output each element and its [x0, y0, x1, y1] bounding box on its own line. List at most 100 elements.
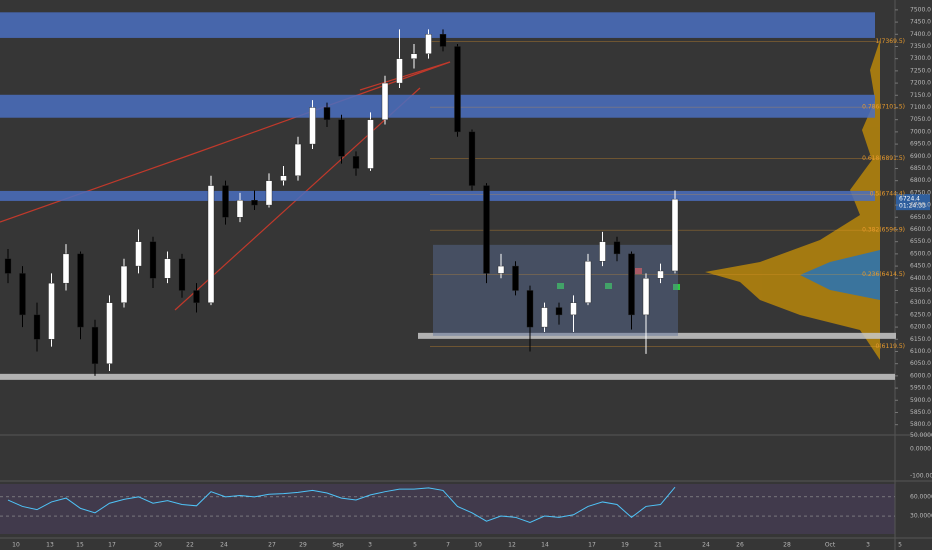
candle-body: [671, 198, 679, 272]
candle-body: [135, 241, 142, 267]
zone: [0, 94, 875, 118]
last-price-tag: 6724.401:24:33: [896, 194, 930, 211]
candle-body: [193, 290, 200, 303]
y-tick-label: 6800.0: [910, 177, 931, 184]
y-tick-label: 6550.0: [910, 238, 931, 245]
y-tick-label: 6050.0: [910, 360, 931, 367]
y-tick-label: 5950.0: [910, 385, 931, 392]
candle-body: [48, 282, 55, 340]
x-tick-label: 3: [368, 542, 372, 549]
candle-body: [77, 253, 84, 328]
candle-body: [483, 185, 490, 274]
y-tick-label: 6700.0: [910, 202, 931, 209]
candle-body: [207, 185, 215, 303]
y-tick-label: 6400.0: [910, 275, 931, 282]
fib-label: 0(6119.5): [876, 343, 906, 350]
sell-marker: [635, 268, 642, 274]
x-tick-label: 29: [299, 542, 307, 549]
trendline: [0, 154, 191, 223]
candle-body: [178, 258, 186, 291]
candle-body: [309, 107, 316, 145]
y-tick-label: 7100.0: [910, 104, 931, 111]
x-tick-label: 13: [46, 542, 54, 549]
level-band: [418, 332, 896, 339]
x-tick-label: 5: [413, 542, 417, 549]
range-box: [433, 244, 678, 336]
y-tick-label: 7350.0: [910, 43, 931, 50]
x-tick-label: 24: [702, 542, 710, 549]
candle-body: [338, 119, 345, 157]
y-tick-label: 6000.0: [910, 372, 931, 379]
y-tick-label: 7500.0: [910, 6, 931, 13]
y-tick-label: 7250.0: [910, 67, 931, 74]
candle-body: [91, 326, 99, 364]
y-tick-label: 7300.0: [910, 55, 931, 62]
y-tick-label: 7400.0: [910, 31, 931, 38]
x-tick-label: 5: [898, 542, 902, 549]
y-tick-label: 6150.0: [910, 336, 931, 343]
y-tick-label: 6600.0: [910, 226, 931, 233]
y-tick-label: 7000.0: [910, 128, 931, 135]
y-tick-label: 7200.0: [910, 80, 931, 87]
x-tick-label: 19: [621, 542, 629, 549]
y-tick-label: 6200.0: [910, 324, 931, 331]
x-tick-label: 22: [186, 542, 194, 549]
x-tick-label: 3: [866, 542, 870, 549]
y-tick-label: 6300.0: [910, 299, 931, 306]
y-tick-label: 6850.0: [910, 165, 931, 172]
fib-label: 0.5(6744.4): [870, 191, 905, 198]
y-tick-label: 6250.0: [910, 311, 931, 318]
candle-body: [497, 265, 505, 274]
buy-marker: [673, 284, 680, 290]
y-tick-label: 5800.0: [910, 421, 931, 428]
candle-body: [396, 58, 403, 84]
y-tick-label: 6950.0: [910, 141, 931, 148]
candle-body: [222, 185, 229, 218]
signal-markers: [557, 268, 680, 290]
candle-body: [512, 265, 519, 291]
y-tick-label: 6350.0: [910, 287, 931, 294]
y-tick-label: 6900.0: [910, 153, 931, 160]
countdown: 01:24:33: [899, 203, 926, 210]
candle-body: [251, 199, 258, 206]
trendline: [359, 61, 451, 91]
x-tick-label: 10: [12, 542, 20, 549]
x-tick-label: 12: [508, 542, 516, 549]
candle-body: [584, 261, 592, 303]
candle-body: [4, 258, 12, 274]
x-tick-label: 20: [154, 542, 162, 549]
candle-body: [19, 273, 26, 316]
y-tick-label: 6500.0: [910, 250, 931, 257]
x-tick-label: 7: [446, 542, 450, 549]
y-tick-label: 5900.0: [910, 397, 931, 404]
zone: [0, 190, 875, 201]
candle-body: [323, 107, 331, 120]
y-tick-label: 6750.0: [910, 189, 931, 196]
candle-body: [149, 241, 157, 279]
candle-body: [367, 119, 374, 169]
candle-body: [106, 302, 113, 364]
fib-label: 0.382(6596.9): [862, 227, 905, 234]
x-tick-label: 17: [108, 542, 116, 549]
fib-label: 0.618(6891.5): [862, 155, 905, 162]
y-tick-label: 6650.0: [910, 214, 931, 221]
candle-body: [120, 265, 128, 303]
rsi-panel: [0, 484, 895, 534]
fib-label: 1(7369.5): [876, 38, 906, 45]
x-tick-label: 15: [76, 542, 84, 549]
candle-body: [352, 156, 360, 169]
tag-bg: [896, 194, 930, 211]
x-tick-label: 14: [541, 542, 549, 549]
last-price: 6724.4: [899, 196, 920, 203]
candle-body: [410, 53, 418, 59]
candle-body: [599, 241, 606, 262]
rsi-tick-label: 60.0000: [910, 493, 932, 500]
x-tick-label: Sep: [332, 542, 344, 549]
candle-body: [439, 34, 447, 47]
x-tick-label: 21: [654, 542, 662, 549]
candle-body: [236, 199, 244, 218]
osc-tick-label: -100.0000: [910, 472, 932, 479]
y-tick-label: 7450.0: [910, 19, 931, 26]
y-tick-label: 7050.0: [910, 116, 931, 123]
x-tick-label: 10: [474, 542, 482, 549]
